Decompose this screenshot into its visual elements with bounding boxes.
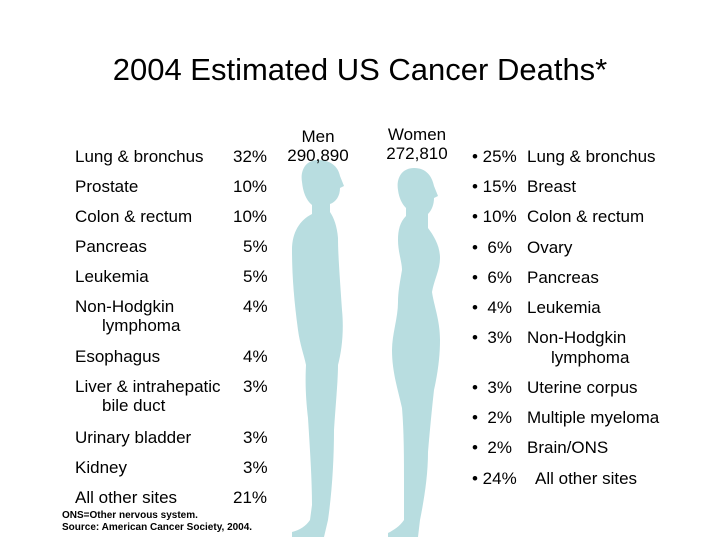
men-total: 290,890 — [287, 146, 349, 165]
men-site-cont: bile duct — [102, 396, 166, 415]
page-title: 2004 Estimated US Cancer Deaths* — [112, 52, 608, 87]
footnote-ons: ONS=Other nervous system. — [62, 510, 198, 521]
women-total: 272,810 — [386, 144, 448, 163]
men-site: Leukemia — [75, 267, 149, 286]
men-pct: 5% — [243, 237, 268, 256]
women-pct: • 24% — [472, 469, 517, 488]
men-site: Prostate — [75, 177, 139, 196]
women-pct: • 4% — [472, 298, 512, 317]
men-header: Men 290,890 — [280, 127, 356, 165]
men-pct: 5% — [243, 267, 268, 286]
women-pct: • 6% — [472, 268, 512, 287]
women-pct: • 6% — [472, 238, 512, 257]
women-pct: • 2% — [472, 408, 512, 427]
women-site-cont: lymphoma — [551, 348, 630, 367]
women-site: Breast — [527, 177, 577, 196]
men-site-cont: lymphoma — [102, 316, 181, 335]
men-pct: 10% — [233, 207, 268, 226]
men-site: Colon & rectum — [75, 207, 193, 226]
women-pct: • 3% — [472, 378, 512, 397]
men-pct: 21% — [233, 488, 268, 507]
women-pct: • 10% — [472, 207, 517, 226]
men-pct: 3% — [243, 458, 268, 477]
women-site: Leukemia — [527, 298, 601, 317]
men-site: Urinary bladder — [75, 428, 192, 447]
women-site: Non-Hodgkin — [527, 328, 627, 347]
women-site: Ovary — [527, 238, 573, 257]
men-site: Liver & intrahepatic — [75, 377, 221, 396]
men-site: Esophagus — [75, 347, 161, 366]
men-site: Kidney — [75, 458, 127, 477]
men-pct: 4% — [243, 347, 268, 366]
men-pct: 10% — [233, 177, 268, 196]
women-site: Brain/ONS — [527, 438, 609, 457]
footnote-source: Source: American Cancer Society, 2004. — [62, 522, 253, 533]
female-silhouette — [388, 168, 440, 537]
men-pct: 3% — [243, 428, 268, 447]
women-site: Lung & bronchus — [527, 147, 656, 166]
women-site: Colon & rectum — [527, 207, 645, 226]
women-pct: • 25% — [472, 147, 517, 166]
men-site: Non-Hodgkin — [75, 297, 175, 316]
women-label: Women — [387, 125, 447, 144]
women-pct: • 2% — [472, 438, 512, 457]
men-pct: 4% — [243, 297, 268, 316]
footnote: ONS=Other nervous system. Source: Americ… — [62, 510, 252, 534]
women-pct: • 3% — [472, 328, 512, 347]
women-site: Multiple myeloma — [527, 408, 660, 427]
women-site: All other sites — [535, 469, 638, 488]
male-silhouette — [292, 160, 344, 537]
women-site: Pancreas — [527, 268, 599, 287]
women-header: Women 272,810 — [376, 125, 458, 163]
men-site: All other sites — [75, 488, 178, 507]
men-site: Pancreas — [75, 237, 147, 256]
women-pct: • 15% — [472, 177, 517, 196]
men-label: Men — [301, 127, 335, 146]
men-site: Lung & bronchus — [75, 147, 204, 166]
men-pct: 3% — [243, 377, 268, 396]
women-site: Uterine corpus — [527, 378, 638, 397]
men-pct: 32% — [233, 147, 268, 166]
